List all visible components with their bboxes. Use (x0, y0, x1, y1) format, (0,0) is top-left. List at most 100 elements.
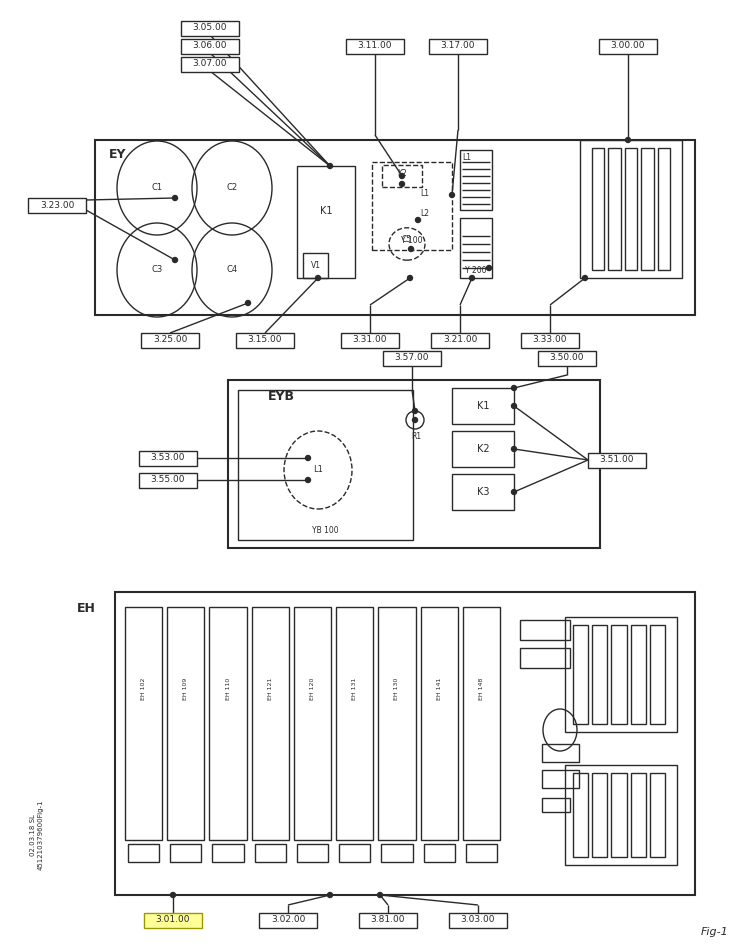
Text: YB 100: YB 100 (312, 526, 339, 535)
Bar (372, 162, 452, 250)
Bar (452, 431, 514, 467)
Bar (95, 140, 695, 315)
Bar (339, 844, 371, 862)
Text: 3.03.00: 3.03.00 (461, 916, 495, 924)
Circle shape (306, 478, 311, 483)
Bar (449, 913, 507, 927)
Text: 451210379600Fig-1: 451210379600Fig-1 (38, 800, 44, 870)
Bar (431, 332, 489, 348)
Text: R1: R1 (411, 432, 421, 441)
Bar (212, 844, 244, 862)
Bar (236, 332, 294, 348)
Bar (255, 844, 286, 862)
Text: EH 130: EH 130 (394, 677, 400, 700)
Text: K1: K1 (320, 206, 332, 216)
Bar (460, 218, 492, 278)
Bar (650, 773, 665, 857)
Bar (520, 620, 570, 640)
Bar (421, 607, 458, 840)
Text: 3.02.00: 3.02.00 (271, 916, 306, 924)
Bar (341, 332, 399, 348)
Bar (297, 844, 328, 862)
Text: 3.33.00: 3.33.00 (533, 335, 567, 345)
Bar (383, 351, 441, 366)
Bar (452, 474, 514, 510)
Bar (139, 450, 197, 465)
Text: 3.81.00: 3.81.00 (371, 916, 406, 924)
Text: 3.17.00: 3.17.00 (441, 42, 475, 50)
Bar (228, 380, 600, 548)
Text: K2: K2 (397, 169, 407, 179)
Bar (429, 39, 487, 53)
Bar (336, 607, 374, 840)
Circle shape (512, 386, 516, 390)
Bar (460, 150, 492, 210)
Bar (463, 607, 500, 840)
Circle shape (173, 196, 178, 200)
Text: 3.50.00: 3.50.00 (550, 353, 584, 363)
Circle shape (327, 892, 332, 898)
Bar (611, 625, 627, 724)
Bar (346, 39, 404, 53)
Bar (542, 798, 570, 812)
Text: 3.00.00: 3.00.00 (611, 42, 645, 50)
Bar (294, 607, 331, 840)
Circle shape (625, 138, 630, 142)
Text: C5: C5 (402, 235, 412, 243)
Text: Y 100: Y 100 (401, 236, 423, 245)
Text: 3.25.00: 3.25.00 (153, 335, 187, 345)
Bar (573, 625, 588, 724)
Text: EY: EY (109, 148, 126, 161)
Bar (466, 844, 497, 862)
Text: 3.06.00: 3.06.00 (193, 42, 227, 50)
Text: 3.23.00: 3.23.00 (40, 200, 74, 210)
Circle shape (583, 276, 587, 280)
Bar (359, 913, 417, 927)
Bar (611, 773, 627, 857)
Text: 3.57.00: 3.57.00 (394, 353, 430, 363)
Bar (141, 332, 199, 348)
Bar (573, 773, 588, 857)
Text: Y 200: Y 200 (465, 266, 487, 275)
Bar (259, 913, 317, 927)
Circle shape (470, 276, 474, 280)
Text: 3.51.00: 3.51.00 (600, 455, 634, 465)
Bar (565, 617, 677, 732)
Text: C1: C1 (152, 183, 163, 193)
Circle shape (450, 193, 454, 198)
Bar (128, 844, 159, 862)
Text: 3.05.00: 3.05.00 (193, 24, 227, 32)
Circle shape (409, 246, 414, 252)
Bar (657, 148, 670, 270)
Text: K1: K1 (477, 401, 489, 411)
Circle shape (512, 404, 516, 408)
Circle shape (412, 408, 418, 413)
Text: EH 141: EH 141 (437, 677, 441, 700)
Bar (167, 607, 205, 840)
Text: EH 121: EH 121 (267, 677, 273, 700)
Bar (538, 351, 596, 366)
Bar (115, 592, 695, 895)
Text: 02.03.18 SL: 02.03.18 SL (30, 814, 36, 856)
Text: C3: C3 (152, 265, 163, 275)
Text: 3.11.00: 3.11.00 (358, 42, 392, 50)
Circle shape (306, 455, 311, 461)
Bar (592, 625, 607, 724)
Bar (170, 844, 202, 862)
Bar (580, 140, 682, 278)
Circle shape (415, 218, 421, 222)
Circle shape (327, 163, 332, 168)
Text: 3.07.00: 3.07.00 (193, 60, 227, 68)
Text: 3.55.00: 3.55.00 (151, 476, 185, 484)
Bar (542, 744, 579, 762)
Text: EH 148: EH 148 (479, 677, 484, 700)
Text: 3.31.00: 3.31.00 (353, 335, 387, 345)
Circle shape (486, 265, 492, 271)
Text: L1: L1 (313, 466, 323, 474)
Text: C4: C4 (226, 265, 238, 275)
Bar (608, 148, 621, 270)
Bar (378, 607, 415, 840)
Text: L2: L2 (420, 208, 429, 218)
Bar (624, 148, 637, 270)
Text: EH: EH (77, 602, 96, 615)
